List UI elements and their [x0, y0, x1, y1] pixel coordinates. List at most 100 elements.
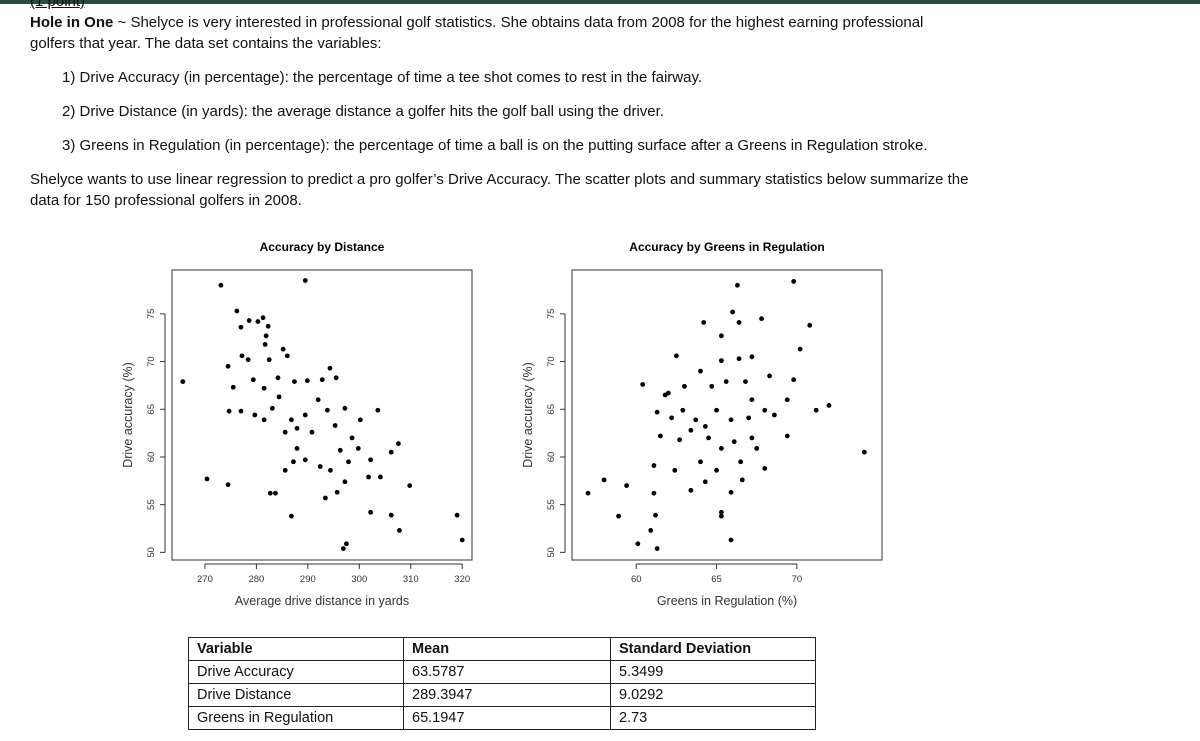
- point: [797, 346, 803, 352]
- y-tick-label: 55: [546, 499, 557, 510]
- point: [327, 365, 333, 371]
- point: [674, 353, 679, 359]
- y-tick-label: 70: [546, 356, 557, 367]
- table-header: Variable Mean Standard Deviation: [188, 637, 816, 661]
- point: [328, 467, 333, 473]
- intro: Hole in One ~ Shelyce is very interested…: [30, 12, 970, 54]
- point: [454, 512, 460, 518]
- point: [342, 405, 348, 411]
- point: [302, 278, 308, 283]
- y-tick-label: 55: [146, 499, 157, 510]
- point: [238, 324, 244, 330]
- point: [288, 513, 294, 519]
- point: [762, 407, 768, 413]
- y-axis-title: Drive accuracy (%): [121, 362, 135, 468]
- point: [784, 433, 790, 439]
- cell: 5.3499: [610, 660, 816, 684]
- point: [218, 282, 224, 288]
- point: [180, 379, 186, 385]
- point: [718, 445, 724, 451]
- point: [813, 407, 819, 413]
- point: [736, 356, 742, 362]
- point: [791, 279, 797, 284]
- point: [292, 379, 297, 385]
- point: [702, 424, 708, 429]
- point: [255, 319, 261, 324]
- point: [746, 415, 752, 421]
- point: [749, 354, 755, 360]
- y-axis-title: Drive accuracy (%): [521, 362, 535, 468]
- point: [702, 479, 708, 485]
- task: Shelyce wants to use linear regression t…: [30, 171, 969, 209]
- point: [767, 373, 772, 379]
- point: [269, 405, 275, 411]
- point: [342, 479, 348, 485]
- y-tick-label: 60: [546, 452, 557, 463]
- point: [698, 368, 703, 374]
- point: [245, 357, 251, 363]
- header-cell: Standard Deviation: [610, 637, 816, 661]
- y-tick-label: 65: [546, 404, 557, 415]
- point: [688, 487, 694, 493]
- point: [736, 320, 742, 325]
- point: [396, 441, 401, 447]
- point: [762, 466, 768, 471]
- cell: Drive Accuracy: [188, 660, 404, 684]
- point: [693, 417, 699, 423]
- point: [730, 309, 736, 315]
- point: [388, 449, 394, 455]
- point: [275, 375, 281, 381]
- x-tick-label: 310: [403, 574, 419, 585]
- point: [304, 378, 310, 384]
- y-tick-label: 75: [146, 309, 157, 320]
- point: [262, 342, 268, 347]
- point: [759, 316, 764, 322]
- point: [282, 467, 288, 473]
- point: [263, 333, 269, 339]
- x-tick-label: 70: [792, 574, 803, 585]
- point: [682, 383, 687, 389]
- cell: 65.1947: [403, 706, 611, 730]
- point: [294, 425, 300, 431]
- problem-title: Hole in One: [30, 14, 114, 31]
- point: [230, 384, 236, 390]
- point: [225, 482, 231, 488]
- x-axis-title: Average drive distance in yards: [235, 594, 409, 608]
- point: [728, 537, 734, 543]
- point: [319, 377, 325, 383]
- summary-table: Variable Mean Standard Deviation Drive A…: [188, 637, 816, 730]
- y-tick-label: 70: [146, 356, 157, 367]
- point: [368, 457, 374, 463]
- y-tick-label: 50: [546, 547, 557, 558]
- chart-title: Accuracy by Distance: [260, 240, 385, 254]
- cell: Drive Distance: [188, 683, 404, 707]
- y-tick-label: 75: [546, 309, 557, 320]
- point: [624, 483, 630, 488]
- point: [718, 509, 724, 515]
- point: [239, 353, 245, 359]
- point: [355, 445, 361, 451]
- point: [315, 397, 321, 403]
- y-tick-label: 65: [146, 404, 157, 415]
- point: [378, 474, 383, 480]
- table-row: Drive Distance 289.3947 9.0292: [188, 683, 816, 707]
- point: [749, 397, 755, 403]
- point: [459, 537, 465, 543]
- intro-text: ~ Shelyce is very interested in professi…: [30, 14, 924, 52]
- point: [265, 323, 271, 329]
- cell: 9.0292: [610, 683, 816, 707]
- point: [333, 375, 339, 381]
- point: [807, 322, 813, 328]
- cell: 289.3947: [403, 683, 611, 707]
- point: [238, 408, 244, 414]
- point: [294, 445, 300, 451]
- point: [261, 385, 267, 391]
- point: [635, 541, 641, 547]
- point: [282, 429, 288, 435]
- points: (1 point): [30, 0, 86, 10]
- point: [739, 477, 745, 483]
- point: [754, 445, 760, 451]
- x-tick-label: 290: [300, 574, 316, 585]
- point: [276, 394, 282, 400]
